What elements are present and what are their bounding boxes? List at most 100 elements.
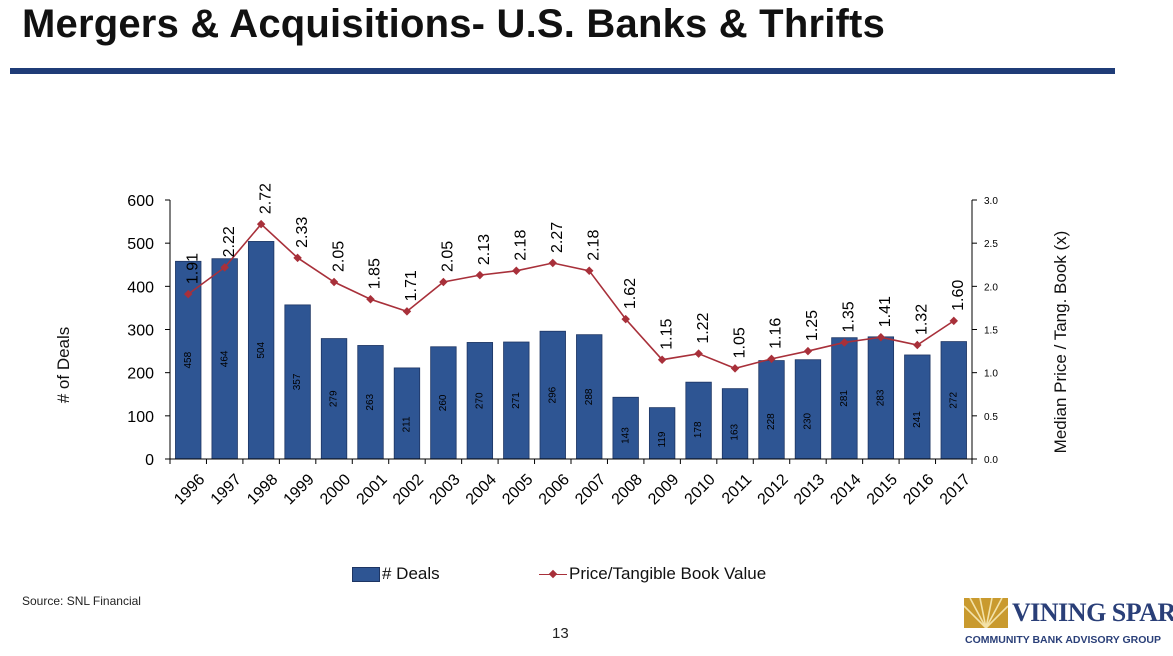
deal-bar [320, 338, 348, 460]
price-book-label: 1.32 [914, 304, 931, 335]
x-tick-label: 2001 [353, 471, 390, 508]
y2-tick-label: 1.5 [984, 326, 998, 337]
price-book-label: 1.05 [731, 327, 748, 358]
x-tick-label: 2007 [572, 471, 609, 508]
x-tick-label: 2005 [499, 471, 536, 508]
deal-bar [758, 360, 785, 460]
bar-value-label: 163 [730, 423, 741, 440]
legend-bar-swatch [352, 566, 380, 582]
legend-price-book: Price/Tangible Book Value [539, 564, 766, 584]
bar-value-label: 279 [329, 390, 340, 407]
x-tick-label: 2006 [536, 471, 573, 508]
price-book-label: 1.16 [768, 318, 785, 349]
y-tick-label: 600 [127, 193, 154, 210]
y-tick-label: 300 [127, 323, 154, 340]
deal-bar [284, 304, 311, 460]
bar-value-label: 357 [292, 373, 303, 390]
vining-sparks-logo: VINING SPARKS COMMUNITY BANK ADVISORY GR… [962, 596, 1173, 652]
x-tick-label: 2014 [827, 471, 864, 508]
bar-value-label: 211 [402, 416, 413, 432]
price-book-label: 2.27 [549, 222, 566, 253]
y2-tick-label: 3.0 [984, 196, 998, 207]
x-tick-label: 2011 [719, 471, 755, 507]
line-group [183, 219, 959, 373]
price-book-label: 2.05 [330, 241, 347, 272]
price-book-point [876, 333, 886, 342]
deal-bar [503, 341, 530, 460]
deal-bar [576, 334, 603, 460]
bar-value-label: 178 [693, 421, 704, 438]
bar-value-label: 458 [183, 351, 194, 368]
bar-value-label: 271 [511, 392, 522, 409]
deal-bar [831, 337, 858, 460]
price-book-label: 2.13 [476, 234, 493, 265]
x-tick-label: 1999 [281, 471, 318, 508]
deal-bar [794, 359, 822, 460]
sunburst-logo-icon [964, 598, 1008, 628]
price-book-point [439, 277, 448, 287]
price-book-point [512, 266, 521, 276]
y2-tick-label: 2.5 [984, 239, 998, 250]
page-title: Mergers & Acquisitions- U.S. Banks & Thr… [22, 2, 886, 46]
deal-bar [685, 381, 712, 460]
price-book-label: 1.15 [658, 318, 675, 349]
price-book-label: 1.91 [184, 253, 201, 284]
price-book-point [402, 307, 412, 316]
y-tick-label: 500 [127, 236, 154, 253]
bar-value-label: 228 [766, 413, 777, 430]
bar-value-label: 281 [839, 390, 850, 407]
price-book-point [475, 270, 485, 280]
price-book-label: 1.35 [841, 301, 858, 332]
x-tick-label: 1996 [171, 471, 208, 508]
x-tick-label: 2003 [426, 471, 463, 508]
y2-tick-label: 1.0 [984, 369, 998, 380]
source-note: Source: SNL Financial [22, 594, 141, 608]
legend-price-book-label: Price/Tangible Book Value [569, 564, 767, 583]
y2-axis-label: Median Price / Tang. Book (x) [1051, 231, 1070, 454]
x-tick-label: 2008 [609, 471, 646, 508]
bar-value-label: 241 [912, 411, 923, 428]
legend-deals-label: # Deals [382, 564, 440, 583]
price-book-point [621, 314, 630, 324]
price-book-label: 1.41 [877, 296, 894, 327]
price-book-point [548, 258, 558, 268]
price-book-label: 2.05 [440, 241, 457, 272]
logo-tagline: COMMUNITY BANK ADVISORY GROUP [965, 634, 1162, 646]
deal-bar [904, 354, 931, 460]
price-book-label: 2.72 [257, 183, 274, 214]
deal-bar [721, 388, 749, 460]
x-tick-label: 2004 [463, 471, 500, 508]
bar-value-label: 270 [475, 392, 486, 409]
price-book-label: 2.22 [221, 226, 238, 257]
legend-deals: # Deals [352, 564, 440, 584]
bar-value-label: 283 [876, 389, 887, 406]
y-tick-label: 200 [127, 366, 154, 383]
bar-value-label: 230 [803, 412, 814, 429]
x-tick-label: 2010 [682, 471, 719, 508]
deal-bar [211, 258, 238, 460]
price-book-point [694, 349, 703, 358]
bar-value-label: 504 [256, 341, 267, 358]
deal-bar [612, 396, 639, 460]
x-tick-label: 2016 [900, 471, 937, 508]
y2-tick-label: 2.0 [984, 282, 998, 293]
price-book-point [220, 263, 229, 272]
deal-bar [539, 330, 566, 460]
title-divider [10, 68, 1115, 74]
price-book-point [584, 266, 594, 276]
x-tick-label: 1997 [208, 471, 245, 508]
bar-value-label: 296 [547, 386, 558, 403]
price-book-label: 2.18 [585, 230, 602, 261]
y2-tick-label: 0.0 [984, 455, 998, 466]
price-book-point [913, 340, 922, 350]
y-axis-label: # of Deals [54, 327, 73, 404]
price-book-label: 2.33 [294, 217, 311, 248]
bar-value-label: 288 [584, 388, 595, 405]
price-book-point [840, 338, 849, 347]
price-book-point [329, 277, 339, 287]
page-number: 13 [552, 625, 569, 642]
bar-value-label: 272 [948, 392, 959, 409]
price-book-label: 1.85 [367, 258, 384, 289]
logo-name: VINING SPARKS [1012, 598, 1173, 627]
